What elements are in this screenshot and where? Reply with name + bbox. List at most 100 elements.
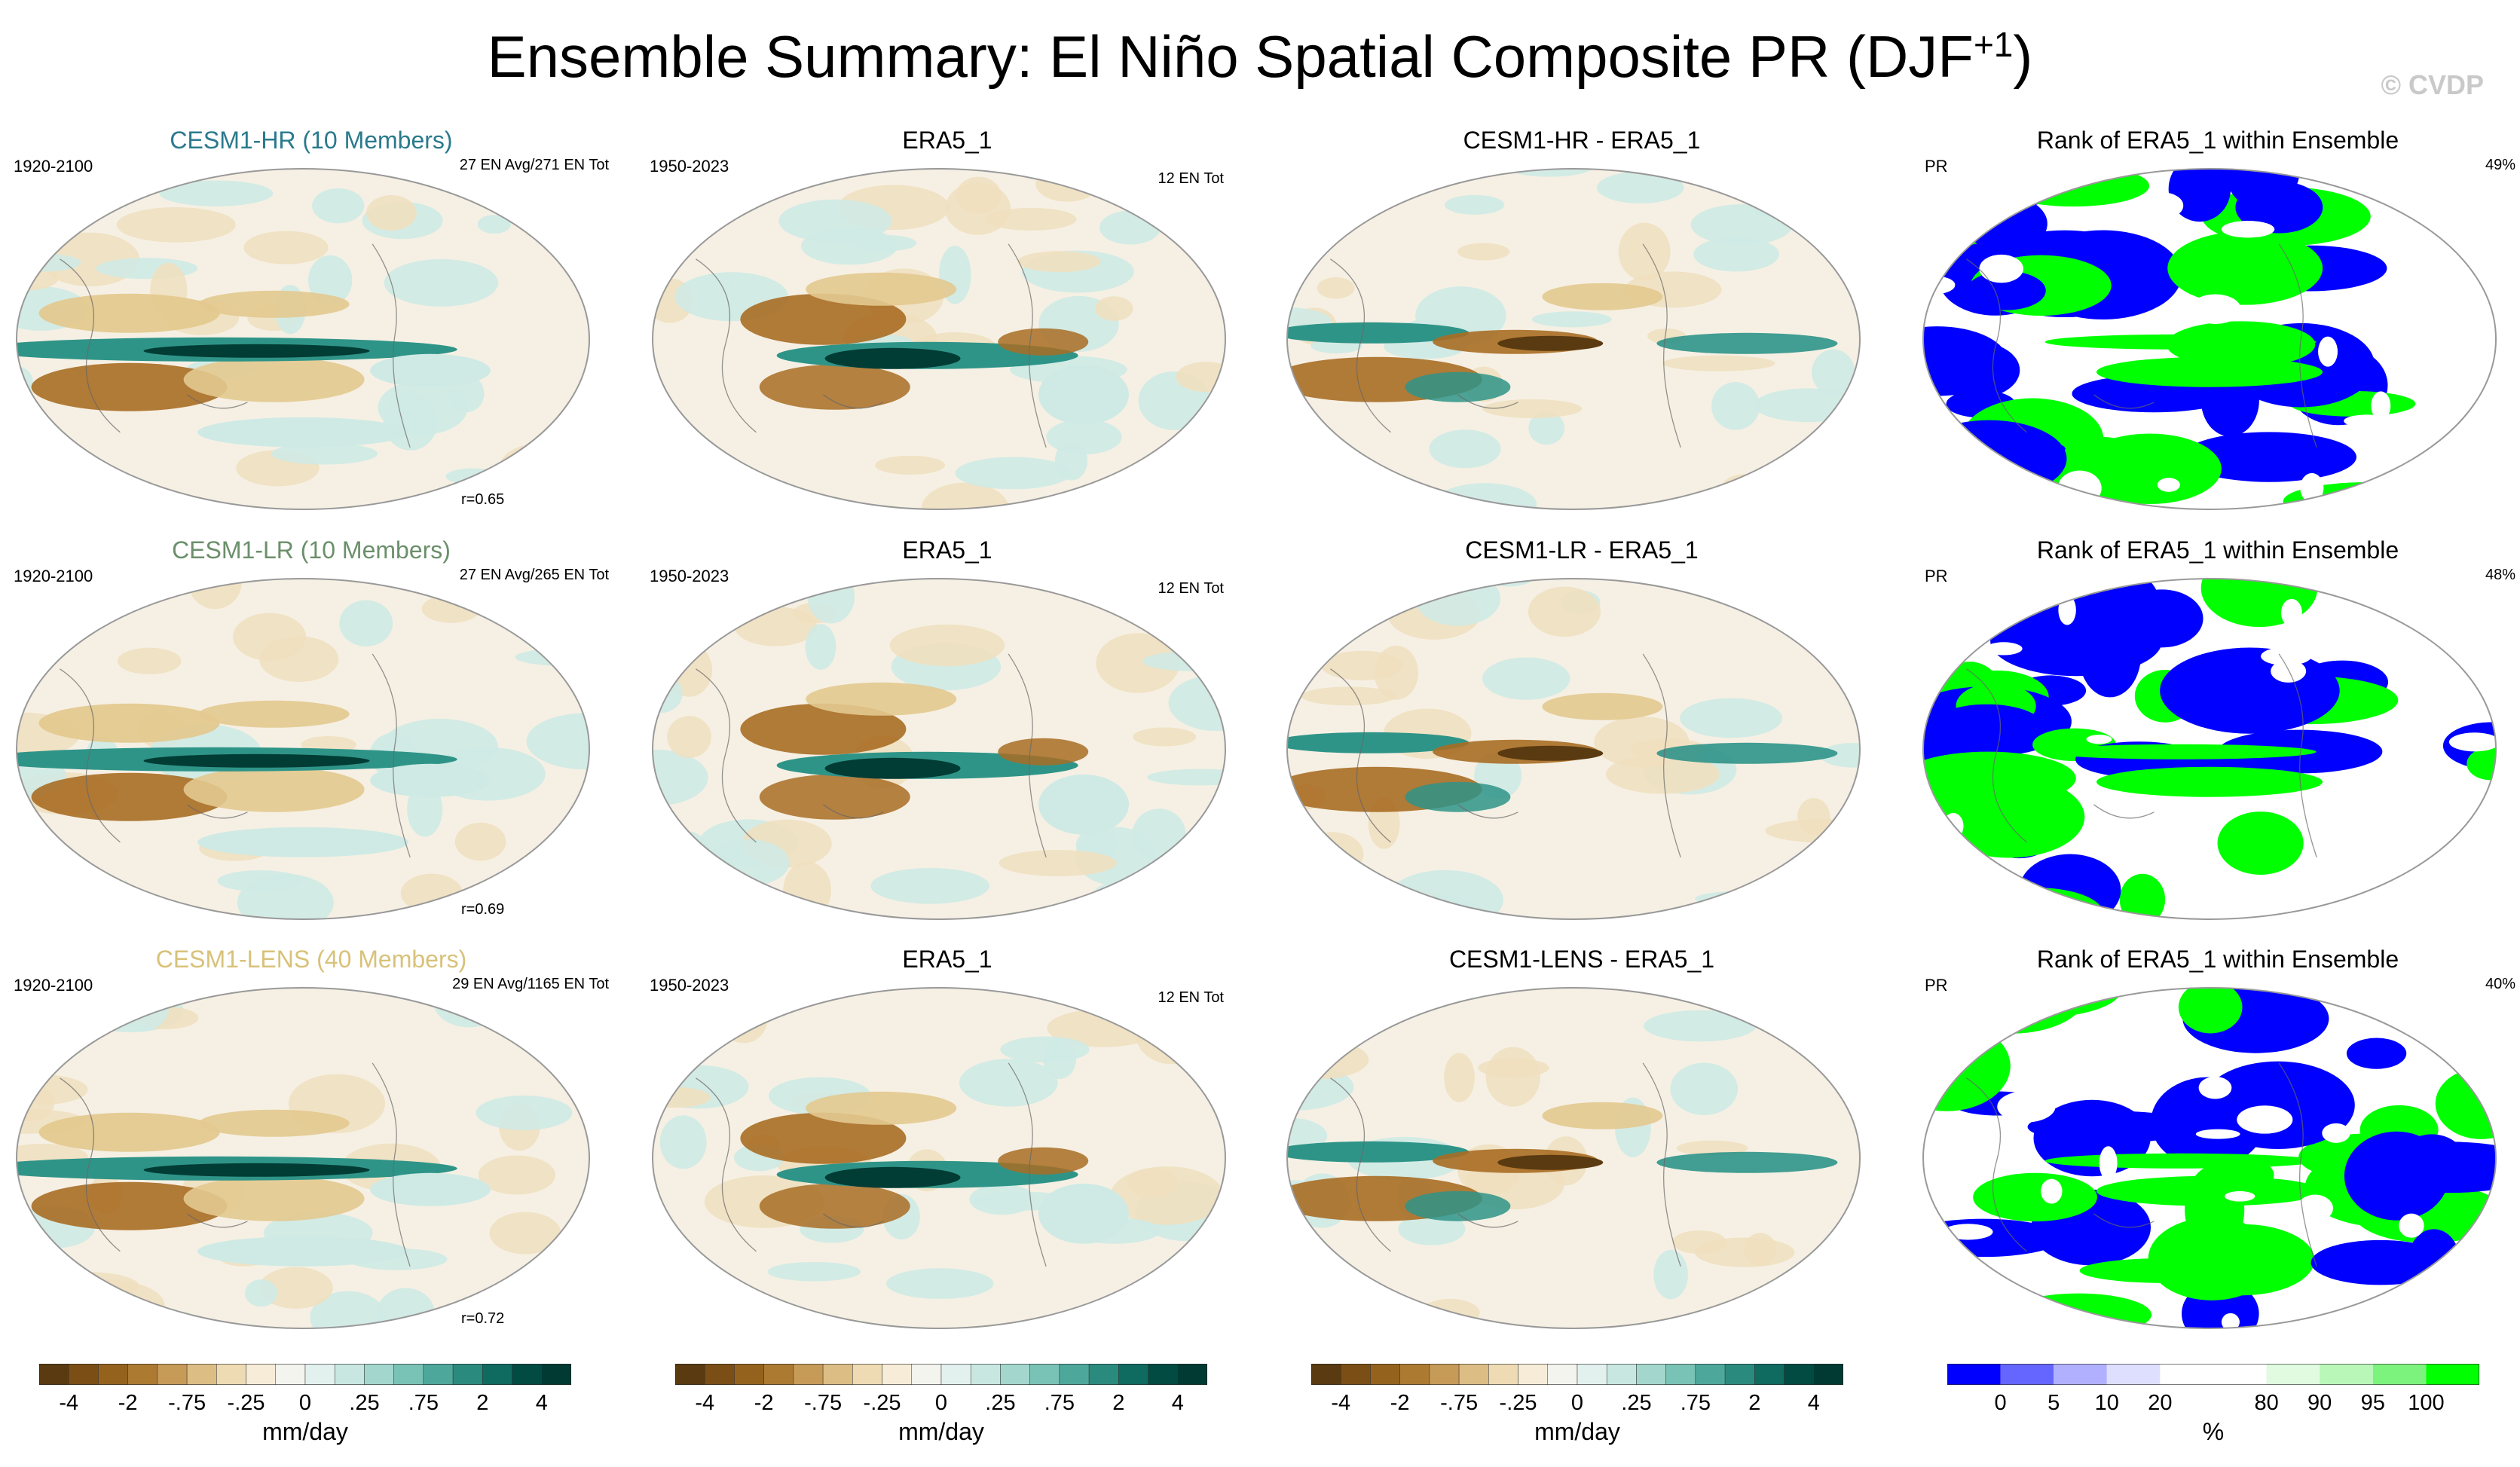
panel-rank-row2: Rank of ERA5_1 within Ensemble PR 48% — [1920, 536, 2515, 928]
panel-rank-row3: Rank of ERA5_1 within Ensemble PR 40% — [1920, 946, 2515, 1337]
precip-anomaly — [1506, 169, 1593, 177]
rank-region — [2474, 684, 2492, 695]
model-map — [16, 987, 590, 1329]
rank-region — [2099, 1146, 2118, 1181]
colorbar-swatch — [393, 1363, 424, 1386]
rank-region — [2390, 330, 2442, 351]
colorbar-swatch — [1088, 1363, 1119, 1386]
precip-anomaly — [1690, 204, 1794, 246]
coastline-americas — [1008, 1062, 1047, 1267]
rank-region — [2044, 334, 2317, 350]
precip-anomaly — [1352, 1285, 1388, 1323]
colorbar-swatch — [940, 1363, 971, 1386]
precip-anomaly — [740, 293, 907, 345]
colorbar-tick-label: -2 — [1390, 1391, 1410, 1415]
precip-anomaly — [197, 417, 408, 448]
precip-anomaly — [1656, 1151, 1838, 1173]
precip-anomaly — [1820, 743, 1860, 768]
rank-region — [2470, 579, 2496, 598]
colorbar-swatch — [512, 1363, 543, 1386]
colorbar-swatch — [1784, 1363, 1815, 1386]
panel-title: CESM1-HR (10 Members) — [170, 127, 453, 154]
colorbar-tick-label: -.75 — [168, 1391, 206, 1415]
rank-region — [2466, 747, 2496, 781]
model-map — [16, 168, 590, 510]
rank-region — [1985, 642, 2023, 656]
colorbar-tick-label: -.75 — [1440, 1391, 1479, 1415]
rank-region — [2404, 181, 2496, 209]
precip-anomaly — [969, 1184, 1035, 1215]
colorbar-tick-label: -2 — [754, 1391, 774, 1415]
rank-region — [2262, 882, 2286, 909]
colorbar-tick-label: 10 — [2094, 1391, 2119, 1415]
rank-region — [2157, 478, 2180, 492]
coastline-americas — [1642, 243, 1681, 448]
map-outline — [1922, 168, 2497, 510]
precip-anomaly — [1542, 283, 1663, 310]
panel-model-row1: CESM1-HR (10 Members) 1920-2100 27 EN Avg/… — [14, 127, 609, 518]
precip-anomaly — [197, 827, 408, 857]
panel-diff-row2: CESM1-LR - ERA5_1 — [1284, 536, 1879, 928]
rank-region — [1923, 169, 1989, 244]
coastline-africa — [60, 668, 121, 843]
colorbar-tick-label: 0 — [1570, 1391, 1584, 1415]
colorbar-tick-label: -4 — [59, 1391, 79, 1415]
rank-region — [2225, 1190, 2255, 1202]
precip-anomaly — [1497, 1154, 1604, 1170]
variable-label: PR — [1925, 976, 1948, 995]
precip-anomaly — [759, 1183, 910, 1229]
rank-region — [2399, 1213, 2424, 1238]
colorbar-tick-label: .75 — [1680, 1391, 1711, 1415]
rank-region — [2429, 295, 2482, 316]
colorbar-swatch — [704, 1363, 735, 1386]
colorbar-tick-label: .75 — [408, 1391, 439, 1415]
colorbar-swatch — [734, 1363, 764, 1386]
colorbar-tick-label: .25 — [349, 1391, 380, 1415]
colorbar-swatch — [1148, 1363, 1179, 1386]
precip-anomaly — [271, 442, 378, 465]
coastline-africa — [1330, 668, 1391, 843]
precip-anomaly — [31, 772, 228, 821]
precip-anomaly — [999, 849, 1117, 876]
rank-region — [2448, 732, 2496, 752]
coastline-africa — [60, 258, 121, 433]
colorbar-tick-label: -4 — [695, 1391, 715, 1415]
colorbar-tick-label: 20 — [2148, 1391, 2173, 1415]
precip-anomaly — [17, 481, 102, 502]
colorbar-swatch — [423, 1363, 454, 1386]
coastline-americas — [372, 1062, 411, 1267]
precip-anomaly — [740, 1112, 907, 1164]
panel-title: ERA5_1 — [902, 946, 992, 973]
coastline-australia — [1457, 804, 1518, 819]
precip-anomaly — [1797, 798, 1830, 836]
precip-anomaly — [1287, 839, 1327, 889]
colorbar-swatch — [1458, 1363, 1489, 1386]
coastline-australia — [823, 1213, 884, 1228]
rank-region — [1997, 169, 2150, 207]
coastline-australia — [187, 804, 248, 819]
colorbar-tick-label: 2 — [476, 1391, 489, 1415]
precip-anomaly — [198, 1109, 350, 1137]
precip-anomaly — [233, 613, 307, 662]
coastline-africa — [1966, 258, 2027, 433]
colorbar-swatch — [2106, 1364, 2161, 1385]
pr-colorbar: -4 -2 -.75 -.25 0 .25 .75 2 4 mm/day — [38, 1363, 572, 1445]
period-label: 1950-2023 — [650, 157, 729, 176]
precip-anomaly — [1680, 698, 1783, 738]
precip-anomaly — [1317, 277, 1355, 299]
colorbar-tick-label: 95 — [2360, 1391, 2385, 1415]
event-count: 12 EN Tot — [1158, 580, 1224, 597]
rank-region — [2221, 220, 2275, 238]
precip-anomaly — [384, 258, 499, 307]
precip-anomaly — [478, 1155, 555, 1195]
colorbar-tick-label: -.75 — [804, 1391, 843, 1415]
precip-anomaly — [889, 624, 1005, 667]
precip-anomaly — [1405, 1190, 1511, 1221]
precip-anomaly — [1038, 364, 1129, 425]
panel-title: CESM1-HR - ERA5_1 — [1463, 127, 1701, 154]
colorbar-swatch — [911, 1363, 942, 1386]
map-outline — [1922, 578, 2497, 920]
map-outline — [1286, 987, 1861, 1329]
precip-anomaly — [1095, 879, 1194, 902]
colorbar-swatch — [1399, 1363, 1430, 1386]
